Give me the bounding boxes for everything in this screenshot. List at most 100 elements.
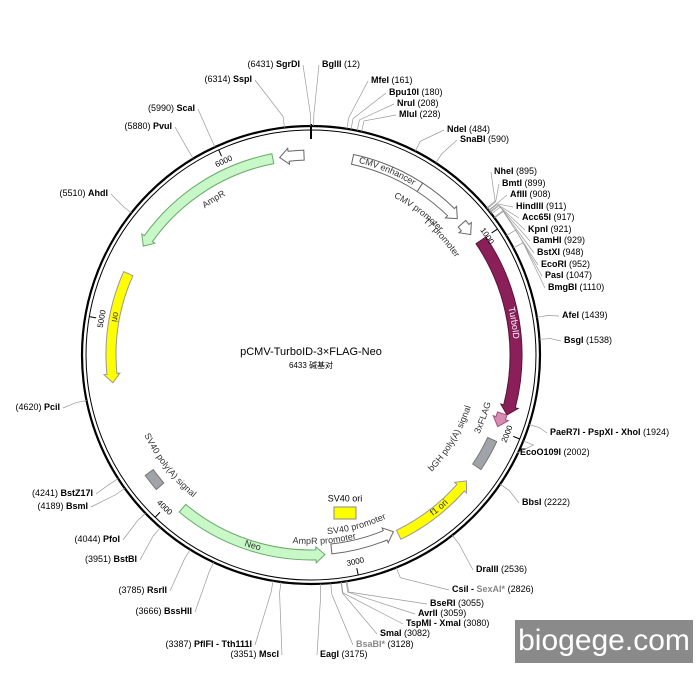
site-leader: [414, 129, 445, 152]
feature: [395, 480, 468, 540]
site-leader: [529, 424, 548, 434]
site-leader: [95, 478, 119, 495]
site-label: (5990) ScaI: [148, 103, 195, 113]
site-leader: [279, 581, 283, 656]
site-leader: [122, 512, 146, 541]
site-label: BmtI (899): [502, 178, 546, 188]
site-label: AvrII (3059): [418, 608, 466, 618]
site-name_gray: BsaBI*: [356, 639, 386, 649]
site-leader: [139, 527, 161, 561]
site-name: MluI: [399, 109, 417, 119]
site-leader: [62, 400, 87, 409]
feature-label: SV40 ori: [328, 493, 363, 503]
site-pos: (3128): [388, 639, 414, 649]
site-label: (3951) BstBI: [85, 554, 137, 564]
scale-label-path: 5000: [96, 309, 108, 329]
site-name: MscI: [259, 649, 279, 659]
site-leader: [491, 206, 531, 242]
feature: [178, 503, 326, 565]
site-leader: [493, 210, 535, 254]
site-leader: [486, 171, 496, 209]
site-name: SspI: [233, 74, 252, 84]
scale-tick: [356, 568, 359, 576]
site-pos: (2002): [564, 447, 590, 457]
site-leader: [346, 80, 369, 129]
site-leader: [194, 562, 214, 613]
site-pos: (180): [422, 87, 443, 97]
feature: [278, 147, 305, 166]
site-leader: [435, 139, 458, 164]
site-label: (4620) PciI: [15, 402, 60, 412]
site-label: SnaBI (590): [460, 134, 509, 144]
site-label: MfeI (161): [371, 75, 413, 85]
site-label: CsiI - SexAI* (2826): [452, 584, 534, 594]
site-label: PasI (1047): [545, 270, 592, 280]
site-label: NheI (895): [494, 166, 537, 176]
site-name: PaeR7I - PspXI - XhoI: [550, 427, 641, 437]
feature-label: ori: [109, 311, 121, 323]
site-pos: (2826): [508, 584, 534, 594]
site-label: EagI (3175): [320, 649, 368, 659]
feature-label-path: SV40 poly(A) signal: [142, 432, 198, 500]
site-pos: (4189): [37, 501, 63, 511]
site-leader: [90, 487, 125, 508]
scale-label: 2000: [500, 424, 515, 444]
site-label: (4241) BstZ17I: [32, 488, 93, 498]
feature-label-path: 3xFLAG: [472, 401, 493, 435]
site-name: BseRI: [430, 598, 456, 608]
site-leader: [346, 581, 428, 605]
feature-label: bGH poly(A) signal: [426, 404, 473, 473]
scale-label: 3000: [346, 555, 366, 568]
site-name: AhdI: [88, 188, 108, 198]
site-pos: (3351): [230, 649, 256, 659]
site-pos: (161): [392, 75, 413, 85]
scale-tick: [154, 511, 161, 518]
site-name: NruI: [397, 98, 415, 108]
site-pos: (3785): [118, 585, 144, 595]
site-leader: [313, 64, 320, 127]
site-leader: [254, 79, 285, 128]
site-pos: (1538): [586, 335, 612, 345]
feature: [144, 468, 165, 491]
site-label: (3785) RsrII: [118, 585, 167, 595]
feature-label-path: CMV enhancer: [358, 155, 417, 187]
scale-tick: [218, 149, 222, 157]
feature: [416, 182, 458, 220]
site-label: NruI (208): [397, 98, 439, 108]
site-pos: (3387): [165, 639, 191, 649]
feature: [330, 527, 395, 555]
site-label: BmgBI (1110): [548, 282, 604, 292]
site-name: PflFI - Tth111I: [194, 639, 252, 649]
site-name: Acc65I: [522, 212, 551, 222]
scale-label: 5000: [96, 309, 108, 329]
site-leader: [169, 549, 191, 592]
site-leader: [539, 338, 562, 342]
site-pos: (3082): [404, 628, 430, 638]
site-pos: (484): [469, 124, 490, 134]
site-pos: (952): [569, 259, 590, 269]
site-leader: [110, 193, 132, 214]
feature: [475, 236, 523, 416]
site-leader: [536, 315, 560, 318]
site-leader: [302, 64, 311, 127]
site-pos: (929): [564, 235, 585, 245]
site-leader: [350, 92, 387, 130]
site-label: TspMI - XmaI (3080): [406, 618, 489, 628]
site-pos: (899): [525, 178, 546, 188]
site-label: EcoO109I (2002): [520, 447, 590, 457]
site-label: (4189) BsmI: [37, 501, 88, 511]
site-label: PaeR7I - PspXI - XhoI (1924): [550, 427, 669, 437]
site-label: AflII (908): [510, 189, 551, 199]
site-leader: [506, 229, 543, 277]
site-leader: [254, 580, 274, 646]
site-leader: [197, 108, 216, 148]
site-label: HindIII (911): [516, 201, 566, 211]
site-name: EcoO109I: [520, 447, 561, 457]
site-label: BseRI (3055): [430, 598, 484, 608]
site-leader: [488, 194, 508, 211]
site-label: Bpu10I (180): [389, 87, 443, 97]
site-pos: (3175): [342, 649, 368, 659]
site-pos: (908): [530, 189, 551, 199]
site-name: SgrDI: [276, 59, 300, 69]
site-name: SnaBI: [460, 134, 486, 144]
